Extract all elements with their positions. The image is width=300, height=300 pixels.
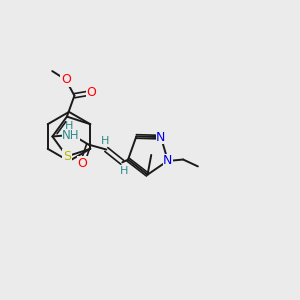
Text: NH: NH: [62, 129, 80, 142]
Text: S: S: [63, 150, 71, 163]
Text: H: H: [65, 121, 74, 131]
Text: O: O: [87, 86, 97, 99]
Text: N: N: [156, 130, 166, 144]
Text: O: O: [77, 157, 87, 169]
Text: H: H: [120, 166, 128, 176]
Text: N: N: [163, 154, 172, 167]
Text: H: H: [100, 136, 109, 146]
Text: O: O: [61, 73, 71, 86]
